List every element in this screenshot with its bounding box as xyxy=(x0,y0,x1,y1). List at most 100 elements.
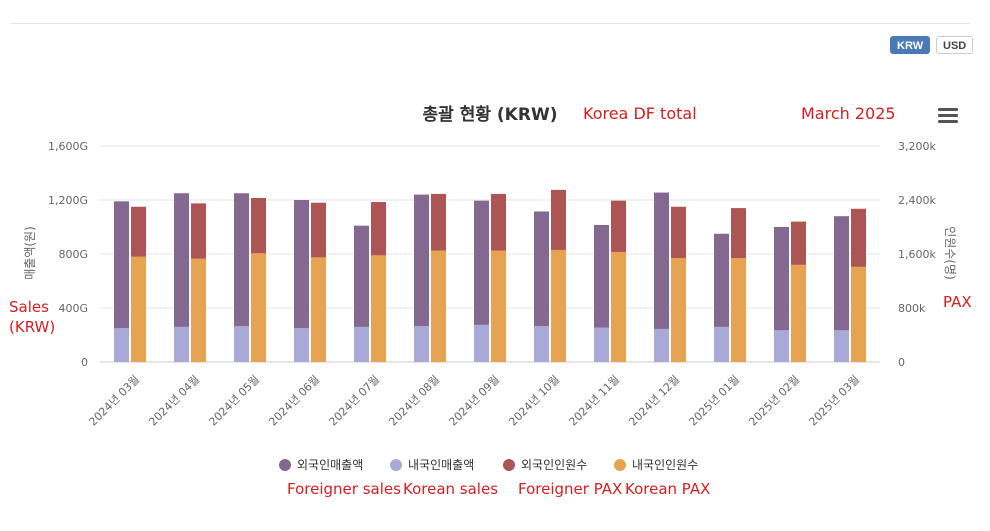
chart-grid xyxy=(100,145,880,363)
bar-pax-foreign[interactable] xyxy=(791,221,806,265)
x-tick-label: 2024년 08월 xyxy=(386,373,442,429)
x-tick-label: 2024년 06월 xyxy=(266,373,322,429)
bar-pax-korean[interactable] xyxy=(551,249,566,362)
bar-pax-foreign[interactable] xyxy=(491,193,506,251)
bar-sales-korean[interactable] xyxy=(474,324,489,362)
annotation-right-axis: PAX xyxy=(943,293,972,311)
x-tick-label: 2025년 02월 xyxy=(746,373,802,429)
bar-pax-korean[interactable] xyxy=(371,255,386,362)
bar-sales-foreign[interactable] xyxy=(714,233,729,327)
y-left-tick-label: 0 xyxy=(81,356,88,369)
bar-pax-korean[interactable] xyxy=(731,258,746,362)
bar-sales-foreign[interactable] xyxy=(414,194,429,327)
legend-item-label[interactable]: 내국인인원수 xyxy=(632,458,698,472)
bar-pax-foreign[interactable] xyxy=(551,189,566,250)
bar-sales-korean[interactable] xyxy=(174,326,189,362)
y-axis-right-label: 인원수(명) xyxy=(943,226,957,280)
bar-sales-korean[interactable] xyxy=(594,327,609,362)
bar-pax-foreign[interactable] xyxy=(671,206,686,259)
bar-pax-korean[interactable] xyxy=(791,264,806,362)
x-tick-label: 2024년 10월 xyxy=(506,373,562,429)
bar-pax-korean[interactable] xyxy=(851,266,866,362)
x-tick-label: 2024년 09월 xyxy=(446,373,502,429)
bar-pax-foreign[interactable] xyxy=(431,193,446,251)
bar-pax-korean[interactable] xyxy=(131,256,146,362)
bar-sales-foreign[interactable] xyxy=(174,193,189,327)
bar-pax-foreign[interactable] xyxy=(191,203,206,259)
bar-sales-foreign[interactable] xyxy=(834,216,849,331)
chart-legend: 외국인매출액 내국인매출액 외국인인원수 내국인인원수 xyxy=(279,458,698,472)
annotation-legend-3: Foreigner PAX xyxy=(518,480,623,498)
legend-item-label[interactable]: 외국인매출액 xyxy=(297,458,363,472)
legend-marker xyxy=(390,459,402,471)
bar-sales-korean[interactable] xyxy=(774,330,789,362)
legend-item-label[interactable]: 내국인매출액 xyxy=(408,458,474,472)
bar-pax-korean[interactable] xyxy=(491,250,506,362)
bar-pax-korean[interactable] xyxy=(251,253,266,362)
chart-axes: 0 400G 800G 1,200G 1,600G 0 800k 1,600k 2,400k 3,… xyxy=(48,140,937,429)
bar-sales-foreign[interactable] xyxy=(534,211,549,327)
x-tick-label: 2025년 03월 xyxy=(806,373,862,429)
top-divider xyxy=(10,23,970,24)
bar-sales-foreign[interactable] xyxy=(474,200,489,325)
y-right-tick-label: 800k xyxy=(898,302,926,315)
x-tick-label: 2025년 01월 xyxy=(686,373,742,429)
legend-marker xyxy=(503,459,515,471)
bar-sales-korean[interactable] xyxy=(294,328,309,362)
y-right-tick-label: 2,400k xyxy=(898,194,936,207)
annotation-left-axis-2: (KRW) xyxy=(9,318,56,336)
bar-sales-foreign[interactable] xyxy=(294,200,309,329)
x-tick-label: 2024년 03월 xyxy=(86,373,142,429)
bar-pax-korean[interactable] xyxy=(191,258,206,362)
bar-sales-korean[interactable] xyxy=(714,326,729,362)
bar-pax-korean[interactable] xyxy=(611,251,626,362)
bar-pax-foreign[interactable] xyxy=(371,202,386,256)
bar-sales-korean[interactable] xyxy=(234,326,249,362)
bar-pax-korean[interactable] xyxy=(311,257,326,362)
bar-pax-foreign[interactable] xyxy=(131,206,146,257)
bar-sales-korean[interactable] xyxy=(834,330,849,362)
bar-sales-foreign[interactable] xyxy=(114,201,129,329)
chart-bars xyxy=(114,189,866,362)
x-tick-label: 2024년 12월 xyxy=(626,373,682,429)
bar-pax-foreign[interactable] xyxy=(731,208,746,259)
bar-pax-foreign[interactable] xyxy=(251,197,266,254)
y-right-tick-label: 0 xyxy=(898,356,905,369)
annotation-left-axis-1: Sales xyxy=(9,298,49,316)
bar-sales-foreign[interactable] xyxy=(354,225,369,327)
x-tick-label: 2024년 11월 xyxy=(566,373,622,429)
y-right-tick-label: 3,200k xyxy=(898,140,936,153)
krw-currency-button[interactable]: KRW xyxy=(890,36,931,54)
bar-sales-foreign[interactable] xyxy=(234,193,249,327)
annotation-legend-4: Korean PAX xyxy=(625,480,711,498)
y-right-tick-label: 1,600k xyxy=(898,248,936,261)
bar-sales-korean[interactable] xyxy=(654,328,669,362)
bar-sales-foreign[interactable] xyxy=(594,224,609,328)
bar-pax-korean[interactable] xyxy=(671,258,686,362)
legend-marker xyxy=(279,459,291,471)
bar-sales-foreign[interactable] xyxy=(654,192,669,329)
x-tick-label: 2024년 07월 xyxy=(326,373,382,429)
x-tick-label: 2024년 05월 xyxy=(206,373,262,429)
annotation-date-note: March 2025 xyxy=(801,104,896,123)
bar-sales-foreign[interactable] xyxy=(774,227,789,331)
y-left-tick-label: 1,200G xyxy=(48,194,88,207)
bar-pax-korean[interactable] xyxy=(431,250,446,362)
bar-sales-korean[interactable] xyxy=(114,328,129,362)
bar-pax-foreign[interactable] xyxy=(611,200,626,252)
usd-currency-button[interactable]: USD xyxy=(936,36,974,54)
legend-marker xyxy=(614,459,626,471)
annotation-title-note: Korea DF total xyxy=(583,104,697,123)
bar-sales-korean[interactable] xyxy=(414,326,429,362)
annotation-legend-2: Korean sales xyxy=(403,480,499,498)
y-left-tick-label: 1,600G xyxy=(48,140,88,153)
bar-sales-korean[interactable] xyxy=(354,326,369,362)
hamburger-menu-icon[interactable] xyxy=(938,108,958,124)
bar-pax-foreign[interactable] xyxy=(851,208,866,267)
y-left-tick-label: 800G xyxy=(58,248,88,261)
bar-pax-foreign[interactable] xyxy=(311,202,326,258)
y-left-tick-label: 400G xyxy=(58,302,88,315)
bar-sales-korean[interactable] xyxy=(534,326,549,362)
legend-item-label[interactable]: 외국인인원수 xyxy=(521,458,587,472)
